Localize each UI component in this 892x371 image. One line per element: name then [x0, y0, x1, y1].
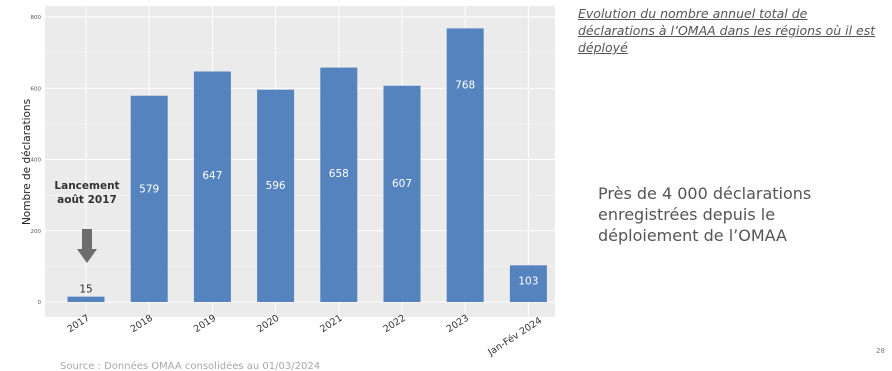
bar-value-label: 647: [202, 170, 222, 182]
bars: [67, 28, 547, 303]
y-tick-labels: 0 200 400 600 800: [31, 15, 42, 306]
bar-value-label: 607: [392, 178, 412, 190]
value-labels: 15 579 647 596 658 607 768 103: [79, 79, 538, 295]
bar-value-label: 15: [79, 284, 92, 296]
arrow-head: [77, 249, 97, 263]
y-tick-label: 800: [31, 15, 42, 21]
bar-chart: 15 579 647 596 658 607 768 103 0 200 400 600 800 20…: [21, 6, 555, 359]
bar: [67, 296, 105, 302]
x-tick-label: Jan-Fév 2024: [485, 315, 544, 358]
bar: [383, 85, 421, 302]
summary-text: Près de 4 000 déclarations enregistrées …: [598, 184, 812, 245]
y-tick-label: 600: [31, 86, 42, 92]
bar-value-label: 103: [518, 275, 538, 287]
y-tick-label: 0: [38, 300, 42, 306]
bar: [257, 89, 295, 302]
bar: [193, 71, 231, 302]
arrow-shaft: [82, 229, 92, 249]
annotation-line: août 2017: [57, 194, 117, 206]
y-tick-label: 200: [31, 229, 42, 235]
bar-value-label: 768: [455, 79, 475, 91]
bar: [320, 67, 358, 303]
bar-value-label: 596: [266, 180, 286, 192]
bar: [130, 95, 168, 302]
bar: [509, 265, 547, 302]
page-number: 28: [876, 347, 885, 355]
y-tick-label: 400: [31, 158, 42, 164]
annotation-line: Lancement: [54, 180, 119, 192]
source-note: Source : Données OMAA consolidées au 01/…: [60, 361, 321, 371]
bar-value-label: 579: [139, 184, 159, 196]
x-tick-labels: 2017 2018 2019 2020 2021 2022 2023 Jan-Fév 2024: [66, 313, 545, 359]
chart-caption: Evolution du nombre annuel total de décl…: [578, 6, 876, 55]
bar-value-label: 658: [329, 168, 349, 180]
y-axis-label: Nombre de déclarations: [21, 99, 33, 225]
bar: [446, 28, 484, 303]
launch-annotation: Lancement août 2017: [54, 180, 120, 263]
